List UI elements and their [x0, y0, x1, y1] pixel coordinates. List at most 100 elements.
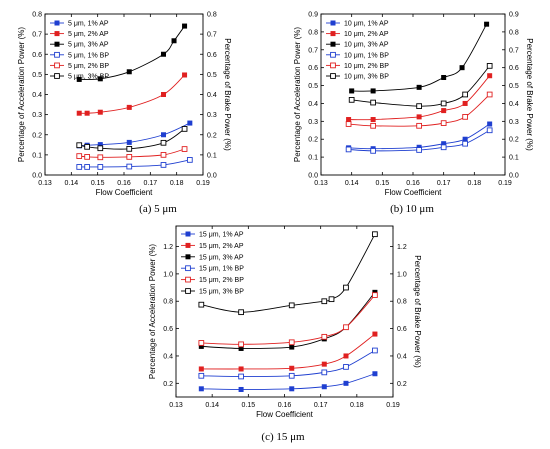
data-point [462, 140, 468, 147]
panel-a: 0.13 0.14 0.15 0.16 0.17 0.18 0.190.00.10.20.3… [17, 12, 232, 216]
data-point [198, 372, 205, 379]
data-point [343, 380, 349, 386]
legend-label: 15 μm, 1% AP [199, 232, 244, 239]
data-point [171, 38, 177, 44]
x-axis-label: Flow Coefficient [385, 188, 443, 197]
data-point [288, 339, 295, 346]
series-line [201, 294, 376, 345]
y-tick-label: 0.8 [32, 12, 42, 19]
x-tick-label: 0.19 [386, 402, 400, 409]
data-point [441, 75, 447, 81]
data-point [486, 63, 493, 69]
legend-swatch-marker [185, 254, 191, 260]
legend-swatch-marker [54, 41, 60, 47]
panel-caption: (a) 5 μm [139, 203, 177, 215]
data-point [76, 142, 83, 149]
data-point [238, 386, 244, 392]
y2-tick-label: 0.3 [509, 119, 519, 126]
data-point [97, 109, 103, 115]
data-point [160, 152, 167, 158]
y2-tick-label: 0.0 [509, 173, 519, 180]
x-tick-label: 0.15 [91, 180, 105, 187]
data-point [487, 73, 493, 79]
y-tick-label: 0.7 [308, 47, 318, 54]
y-tick-label: 0.1 [308, 155, 318, 162]
legend-swatch-marker [54, 31, 60, 37]
x-tick-label: 0.15 [242, 402, 256, 409]
legend-swatch-marker [54, 62, 60, 69]
legend-swatch-marker [54, 51, 60, 58]
x-tick-label: 0.17 [144, 180, 158, 187]
legend-label: 10 μm, 1% AP [344, 21, 389, 28]
y2-tick-label: 0.8 [509, 29, 519, 36]
legend-label: 15 μm, 2% BP [199, 277, 244, 284]
data-point [289, 365, 295, 371]
y2-tick-label: 0.6 [397, 326, 407, 333]
data-point [97, 154, 104, 161]
y-tick-label: 0.6 [163, 326, 173, 333]
series-line [201, 333, 376, 370]
data-point [238, 309, 244, 316]
data-point [486, 127, 493, 134]
y2-tick-label: 0.2 [397, 381, 407, 388]
data-point [181, 126, 188, 132]
series-line [201, 292, 376, 349]
legend-label: 10 μm, 1% BP [344, 52, 389, 59]
series-line [351, 23, 487, 92]
x-tick-label: 0.13 [314, 180, 328, 187]
series-line [348, 94, 490, 127]
y2-tick-label: 0.4 [397, 353, 407, 360]
y-axis-label: Percentage of Acceleration Power (%) [17, 27, 26, 163]
series-line [348, 75, 491, 121]
y2-tick-label: 0.6 [509, 65, 519, 72]
legend-label: 5 μm, 1% AP [68, 21, 109, 28]
x-tick-label: 0.15 [376, 180, 390, 187]
x-tick-label: 0.17 [437, 180, 451, 187]
data-point [321, 369, 328, 376]
data-point [416, 147, 422, 153]
y-tick-label: 0.0 [308, 173, 318, 180]
legend-swatch-marker [54, 73, 60, 79]
data-point [321, 384, 327, 390]
data-point [161, 132, 167, 138]
legend-label: 5 μm, 2% BP [68, 63, 109, 70]
y-tick-label: 0.0 [32, 173, 42, 180]
x-axis-label: Flow Coefficient [96, 188, 154, 197]
data-point [126, 163, 133, 170]
y-tick-label: 0.2 [32, 132, 42, 139]
data-point [76, 164, 83, 170]
data-point [372, 371, 378, 377]
data-point [97, 76, 103, 82]
series-line [79, 74, 185, 114]
data-point [84, 110, 90, 116]
y2-tick-label: 0.1 [509, 155, 519, 162]
x-tick-label: 0.16 [117, 180, 131, 187]
y2-tick-label: 0.8 [207, 12, 217, 19]
data-point [97, 164, 104, 170]
legend-swatch-marker [185, 265, 191, 272]
data-point [372, 231, 378, 238]
y2-tick-label: 1.0 [397, 271, 407, 278]
legend-swatch-marker [330, 73, 336, 79]
y2-tick-label: 0.2 [509, 137, 519, 144]
data-point [345, 146, 352, 153]
data-point [372, 331, 378, 337]
legend-label: 5 μm, 3% AP [68, 42, 109, 49]
y-tick-label: 0.9 [308, 12, 318, 19]
panel-caption: (c) 15 μm [261, 431, 305, 443]
x-axis-label: Flow Coefficient [256, 410, 314, 419]
legend-swatch-marker [330, 62, 336, 69]
legend-label: 5 μm, 2% AP [68, 31, 109, 38]
data-point [238, 366, 244, 372]
data-point [181, 146, 188, 152]
y2-axis-label: Percentage of Brake Power (%) [525, 38, 534, 151]
data-point [328, 296, 335, 303]
legend-swatch-marker [185, 288, 191, 294]
data-point [462, 91, 468, 98]
y-tick-label: 0.5 [308, 83, 318, 90]
panel-b: 0.13 0.14 0.15 0.16 0.17 0.18 0.190.00.10.20.3… [293, 12, 534, 216]
y2-axis-label: Percentage of Brake Power (%) [223, 38, 232, 151]
data-point [343, 284, 349, 291]
data-point [187, 120, 193, 126]
